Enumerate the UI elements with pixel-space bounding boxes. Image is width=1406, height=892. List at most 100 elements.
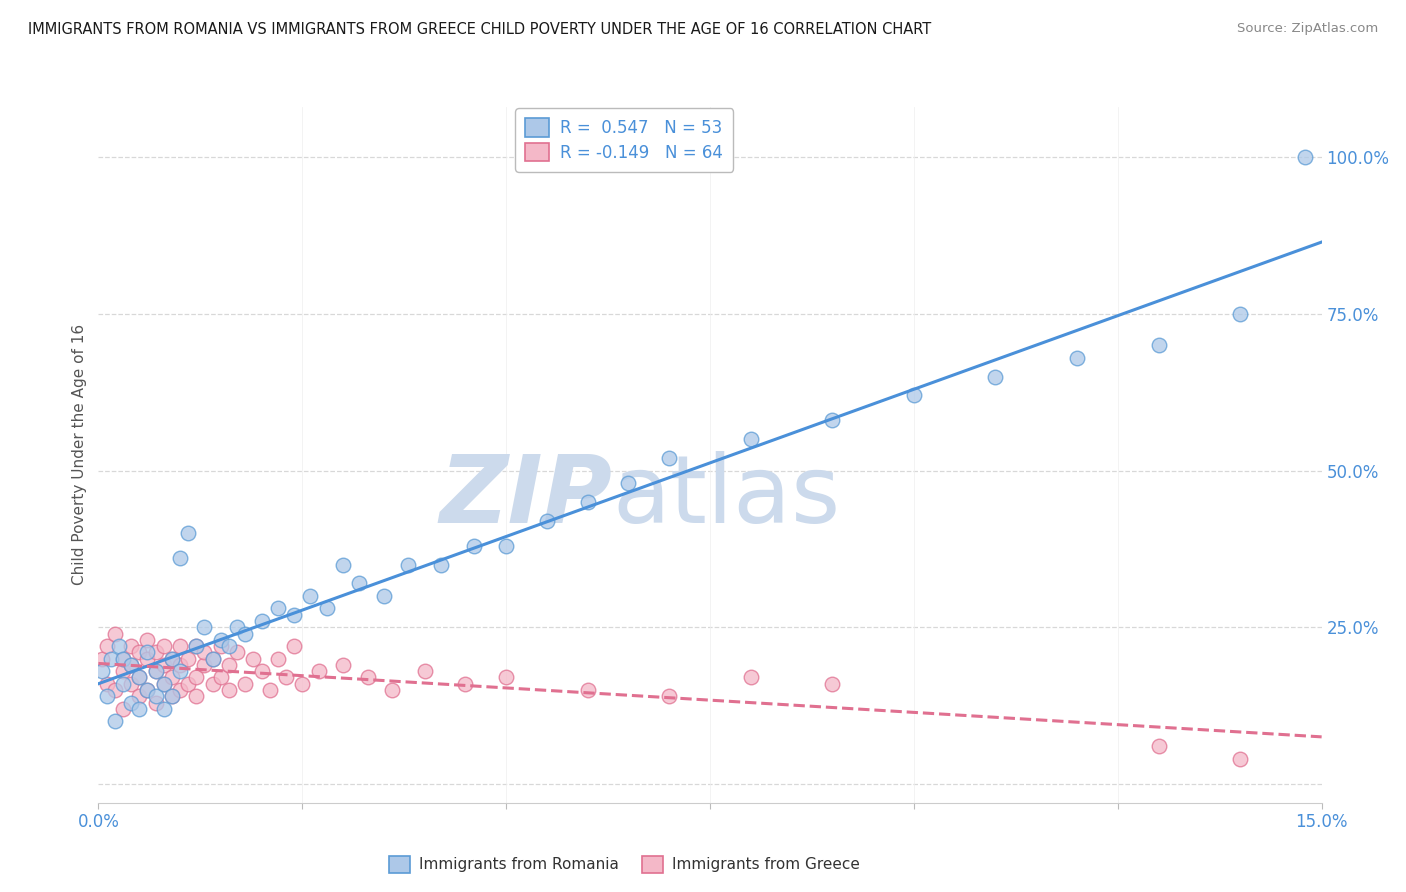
- Point: [821, 676, 844, 690]
- Point: [454, 676, 477, 690]
- Point: [128, 645, 150, 659]
- Point: [1294, 150, 1316, 164]
- Text: IMMIGRANTS FROM ROMANIA VS IMMIGRANTS FROM GREECE CHILD POVERTY UNDER THE AGE OF: IMMIGRANTS FROM ROMANIA VS IMMIGRANTS FR…: [28, 22, 931, 37]
- Point: [108, 639, 131, 653]
- Text: Source: ZipAtlas.com: Source: ZipAtlas.com: [1237, 22, 1378, 36]
- Point: [128, 670, 150, 684]
- Point: [250, 614, 273, 628]
- Point: [250, 664, 273, 678]
- Point: [160, 670, 183, 684]
- Point: [218, 639, 240, 653]
- Point: [145, 664, 167, 678]
- Point: [193, 645, 215, 659]
- Point: [201, 676, 224, 690]
- Point: [740, 670, 762, 684]
- Point: [373, 589, 395, 603]
- Point: [186, 670, 208, 684]
- Point: [145, 664, 167, 678]
- Point: [617, 476, 640, 491]
- Point: [120, 657, 142, 672]
- Point: [299, 589, 322, 603]
- Point: [91, 651, 114, 665]
- Point: [332, 657, 354, 672]
- Point: [136, 632, 159, 647]
- Point: [152, 676, 174, 690]
- Point: [226, 620, 249, 634]
- Point: [91, 664, 114, 678]
- Point: [209, 670, 232, 684]
- Point: [495, 670, 517, 684]
- Point: [218, 683, 240, 698]
- Legend: Immigrants from Romania, Immigrants from Greece: Immigrants from Romania, Immigrants from…: [382, 850, 866, 879]
- Point: [128, 702, 150, 716]
- Point: [177, 651, 200, 665]
- Point: [96, 690, 118, 704]
- Point: [463, 539, 485, 553]
- Point: [111, 676, 134, 690]
- Point: [120, 696, 142, 710]
- Point: [315, 601, 337, 615]
- Point: [267, 601, 290, 615]
- Point: [201, 651, 224, 665]
- Point: [349, 576, 371, 591]
- Point: [658, 690, 681, 704]
- Point: [242, 651, 264, 665]
- Point: [104, 683, 127, 698]
- Point: [332, 558, 354, 572]
- Point: [128, 690, 150, 704]
- Point: [193, 620, 215, 634]
- Point: [136, 645, 159, 659]
- Point: [430, 558, 453, 572]
- Point: [104, 714, 127, 729]
- Point: [396, 558, 419, 572]
- Point: [193, 657, 215, 672]
- Point: [186, 690, 208, 704]
- Point: [267, 651, 290, 665]
- Point: [96, 676, 118, 690]
- Point: [658, 451, 681, 466]
- Text: atlas: atlas: [612, 450, 841, 542]
- Point: [283, 639, 305, 653]
- Point: [740, 432, 762, 446]
- Point: [201, 651, 224, 665]
- Point: [111, 664, 134, 678]
- Point: [120, 657, 142, 672]
- Point: [160, 651, 183, 665]
- Point: [111, 702, 134, 716]
- Point: [1066, 351, 1088, 365]
- Point: [821, 413, 844, 427]
- Point: [120, 639, 142, 653]
- Point: [145, 696, 167, 710]
- Point: [100, 651, 122, 665]
- Point: [356, 670, 378, 684]
- Point: [209, 639, 232, 653]
- Point: [177, 526, 200, 541]
- Point: [283, 607, 305, 622]
- Point: [209, 632, 232, 647]
- Text: ZIP: ZIP: [439, 450, 612, 542]
- Point: [152, 676, 174, 690]
- Point: [536, 514, 558, 528]
- Point: [136, 651, 159, 665]
- Point: [984, 369, 1007, 384]
- Point: [186, 639, 208, 653]
- Point: [169, 683, 191, 698]
- Point: [1229, 752, 1251, 766]
- Point: [169, 664, 191, 678]
- Point: [274, 670, 297, 684]
- Point: [218, 657, 240, 672]
- Point: [233, 676, 256, 690]
- Point: [226, 645, 249, 659]
- Point: [495, 539, 517, 553]
- Point: [111, 651, 134, 665]
- Point: [136, 683, 159, 698]
- Point: [233, 626, 256, 640]
- Point: [259, 683, 281, 698]
- Point: [120, 676, 142, 690]
- Point: [160, 690, 183, 704]
- Point: [903, 388, 925, 402]
- Point: [160, 651, 183, 665]
- Y-axis label: Child Poverty Under the Age of 16: Child Poverty Under the Age of 16: [72, 325, 87, 585]
- Point: [96, 639, 118, 653]
- Point: [1147, 739, 1170, 754]
